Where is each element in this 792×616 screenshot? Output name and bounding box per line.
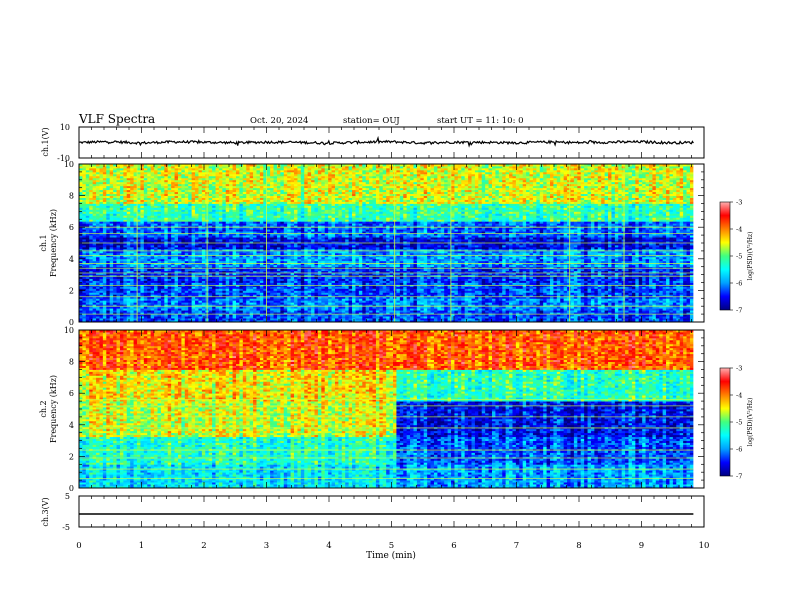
header-date: Oct. 20, 2024 [250,116,308,126]
header-station: station= OUJ [343,116,400,126]
ch1-ytick-top: 10 [60,123,70,132]
figure-title: VLF Spectra [78,112,155,126]
header-start-ut: start UT = 11: 10: 0 [437,116,524,126]
ch1-waveform-panel: 10 -10 ch.1(V) [41,123,704,163]
ch1-spectrogram-image [79,164,704,322]
ch1-ylabel: ch.1(V) [41,127,50,156]
